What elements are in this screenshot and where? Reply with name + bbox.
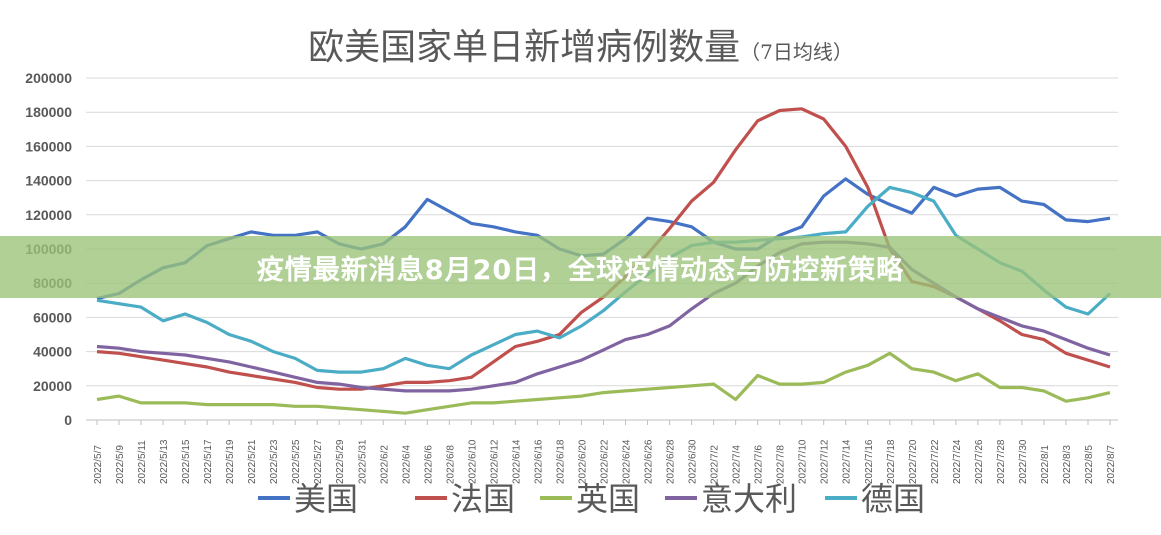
legend-label: 法国	[451, 480, 515, 518]
chart-title-text: 欧美国家单日新增病例数量	[308, 27, 741, 68]
x-tick-label: 2022/5/21	[247, 439, 258, 484]
x-tick-label: 2022/8/3	[1062, 445, 1073, 484]
series-line	[96, 351, 1111, 415]
x-tick-label: 2022/7/20	[908, 439, 919, 484]
x-tick-label: 2022/8/5	[1084, 445, 1095, 484]
x-tick-label: 2022/6/10	[467, 439, 478, 484]
x-tick-label: 2022/6/8	[445, 445, 456, 484]
chart-subtitle: （7日均线）	[740, 40, 853, 64]
x-tick-label: 2022/5/13	[159, 439, 170, 484]
x-tick-label: 2022/7/8	[776, 445, 787, 484]
legend-label: 美国	[294, 480, 358, 518]
x-tick-label: 2022/7/4	[732, 445, 743, 484]
x-tick-label: 2022/7/2	[710, 445, 721, 484]
x-tick-label: 2022/5/29	[335, 439, 346, 484]
x-tick-label: 2022/5/17	[203, 439, 214, 484]
x-tick-label: 2022/5/27	[313, 439, 324, 484]
y-tick-label: 140000	[25, 173, 72, 189]
y-tick-label: 40000	[33, 344, 72, 360]
legend-label: 意大利	[701, 480, 797, 518]
x-tick-label: 2022/7/12	[820, 439, 831, 484]
x-tick-label: 2022/8/1	[1040, 445, 1051, 484]
headline-banner: 疫情最新消息8月20日，全球疫情动态与防控新策略	[0, 236, 1161, 298]
x-tick-label: 2022/7/30	[1018, 439, 1029, 484]
x-tick-label: 2022/6/2	[379, 445, 390, 484]
x-tick-label: 2022/6/22	[600, 439, 611, 484]
x-tick-label: 2022/5/19	[225, 439, 236, 484]
x-tick-label: 2022/5/25	[291, 439, 302, 484]
x-tick-label: 2022/8/7	[1106, 445, 1117, 484]
x-tick-label: 2022/7/28	[996, 439, 1007, 484]
x-tick-label: 2022/5/23	[269, 439, 280, 484]
y-tick-label: 160000	[25, 138, 72, 154]
x-tick-label: 2022/6/12	[489, 439, 500, 484]
y-tick-label: 180000	[25, 104, 72, 120]
x-tick-label: 2022/7/22	[930, 439, 941, 484]
x-tick-label: 2022/7/24	[952, 439, 963, 484]
x-tick-label: 2022/7/6	[754, 445, 765, 484]
y-tick-label: 20000	[33, 378, 72, 394]
x-tick-label: 2022/5/7	[93, 445, 104, 484]
x-tick-label: 2022/7/10	[798, 439, 809, 484]
x-tick-label: 2022/7/14	[842, 439, 853, 484]
x-tick-label: 2022/5/31	[357, 439, 368, 484]
x-tick-label: 2022/5/9	[115, 445, 126, 484]
x-tick-label: 2022/5/11	[137, 440, 148, 484]
x-tick-label: 2022/6/28	[666, 439, 677, 484]
x-tick-label: 2022/6/4	[401, 445, 412, 484]
legend-label: 英国	[576, 480, 640, 518]
x-tick-label: 2022/5/15	[181, 439, 192, 484]
chart-title: 欧美国家单日新增病例数量（7日均线）	[0, 18, 1161, 70]
x-tick-label: 2022/6/18	[555, 439, 566, 484]
y-tick-label: 200000	[25, 70, 72, 86]
x-tick-label: 2022/6/20	[577, 439, 588, 484]
x-tick-label: 2022/6/24	[622, 439, 633, 484]
y-tick-label: 60000	[33, 309, 72, 325]
x-tick-label: 2022/6/6	[423, 445, 434, 484]
x-tick-label: 2022/7/16	[864, 439, 875, 484]
x-tick-label: 2022/6/30	[688, 439, 699, 484]
legend-label: 德国	[861, 480, 925, 518]
headline-text: 疫情最新消息8月20日，全球疫情动态与防控新策略	[256, 254, 905, 286]
x-tick-label: 2022/6/14	[511, 439, 522, 484]
x-tick-label: 2022/6/26	[644, 439, 655, 484]
y-tick-label: 0	[64, 412, 72, 428]
x-tick-label: 2022/7/26	[974, 439, 985, 484]
y-tick-label: 120000	[25, 207, 72, 223]
x-tick-label: 2022/6/16	[533, 439, 544, 484]
x-tick-label: 2022/7/18	[886, 439, 897, 484]
